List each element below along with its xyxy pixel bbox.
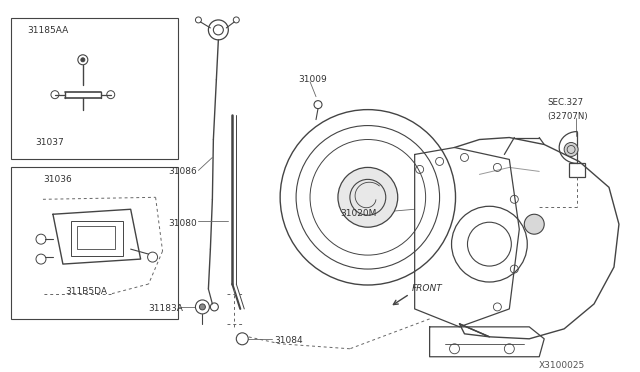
Text: SEC.327: SEC.327 <box>547 98 583 107</box>
Text: 31183A: 31183A <box>148 304 184 313</box>
Bar <box>11 167 179 319</box>
Circle shape <box>564 142 578 157</box>
Text: 31009: 31009 <box>298 75 327 84</box>
Text: 31080: 31080 <box>168 219 197 228</box>
Text: 31036: 31036 <box>43 175 72 185</box>
Bar <box>11 18 179 160</box>
Text: 31086: 31086 <box>168 167 197 176</box>
Bar <box>569 163 585 177</box>
Text: 31020M: 31020M <box>340 209 376 218</box>
Text: X3100025: X3100025 <box>540 361 586 370</box>
Circle shape <box>338 167 397 227</box>
Text: 31185AA: 31185AA <box>27 26 68 35</box>
Text: FRONT: FRONT <box>412 285 442 294</box>
Circle shape <box>81 58 85 62</box>
Text: 311B5DA: 311B5DA <box>65 287 107 296</box>
Circle shape <box>524 214 544 234</box>
Text: (32707N): (32707N) <box>547 112 588 121</box>
Circle shape <box>200 304 205 310</box>
Bar <box>71 221 123 256</box>
Text: 31037: 31037 <box>35 138 64 147</box>
Bar <box>77 226 115 249</box>
Text: 31084: 31084 <box>274 336 303 345</box>
